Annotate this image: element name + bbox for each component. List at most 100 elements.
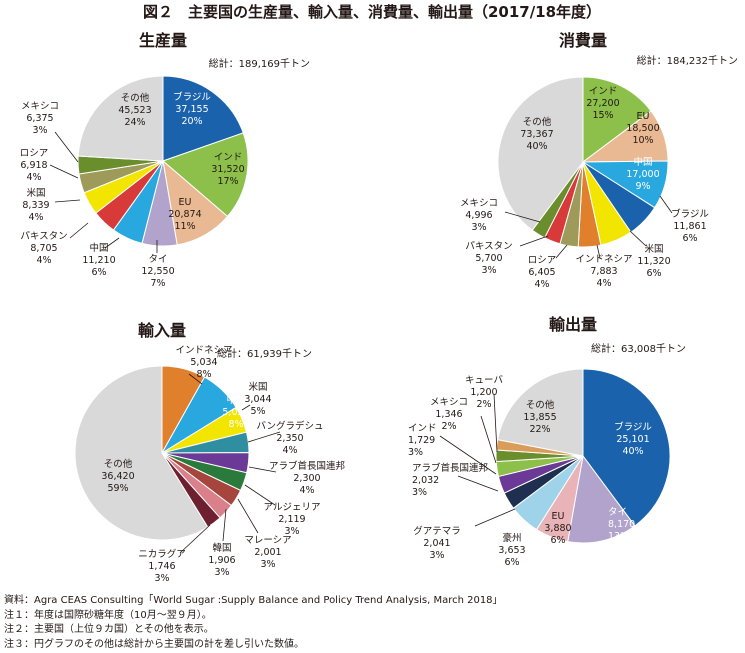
import-title: 輸入量 [138,321,186,340]
export-leader-4 [474,508,516,527]
export-label-3-pct: 6% [504,557,519,568]
export-label-0-pct: 40% [622,446,643,457]
import-label-9-name: その他 [104,458,133,470]
production-label-6-pct: 4% [28,212,43,223]
production-label-0-pct: 20% [181,116,202,127]
export-label-6: インド 1,729 3% [408,423,437,458]
consumption-label-6: ロシア 6,405 4% [528,255,557,290]
consumption-label-8-pct: 3% [471,222,486,233]
import-label-5-pct: 3% [284,526,299,537]
export-leader-7 [480,415,497,464]
consumption-leader-3 [659,195,673,214]
import-label-6-pct: 3% [260,559,275,570]
production-label-7-name: ロシア [20,148,49,159]
production-label-1: インド 31,520 17% [211,152,244,187]
production-leader-5 [69,222,89,239]
export-slice-0 [582,368,671,527]
production-label-4: 中国 11,210 6% [82,242,115,278]
production-total-label: 総計：189,169千トン [209,57,310,70]
export-label-9-pct: 22% [529,424,550,435]
consumption-label-8: メキシコ 4,996 3% [460,198,498,233]
production-label-8-value: 6,375 [26,113,53,124]
import-label-6-value: 2,001 [254,547,281,558]
import-label-3-name: バングラデシュ [257,420,324,432]
import-label-8: ニカラグア 1,746 3% [138,548,186,584]
figure-title: 図２ 主要国の生産量、輸入量、消費量、輸出量（2017/18年度） [143,3,601,21]
import-label-2: 米国 3,044 5% [244,381,271,417]
export-label-5: アラブ首長国連邦 2,032 3% [412,462,489,498]
production-label-7-value: 6,918 [20,160,47,171]
production-title: 生産量 [139,31,187,50]
export-label-0-name: ブラジル [614,421,652,433]
export-label-3: 豪州 3,653 6% [498,532,525,568]
import-leader-3 [247,431,281,443]
import-label-7-value: 1,906 [208,555,235,566]
consumption-label-6-name: ロシア [528,255,557,266]
consumption-label-3-value: 11,861 [673,221,706,232]
import-label-6: マレーシア 2,001 3% [244,535,291,570]
export-total-label: 総計：63,008千トン [591,342,686,355]
import-label-6-name: マレーシア [244,535,291,546]
consumption-label-1-pct: 10% [632,135,653,146]
source-note: 資料：Agra CEAS Consulting「World Sugar :Sup… [4,595,503,606]
import-label-1-pct: 8% [228,419,243,430]
export-label-9-value: 13,855 [523,412,556,423]
import-label-9-value: 36,420 [101,471,134,482]
production-label-6: 米国 8,339 4% [22,187,49,223]
import-label-4-name: アラブ首長国連邦 [269,460,346,472]
import-label-7: 韓国 1,906 3% [208,543,235,578]
import-label-1: 中国 5,020 8% [222,394,249,430]
import-label-5-name: アルジェリア [264,502,321,513]
notes-block: 資料：Agra CEAS Consulting「World Sugar :Sup… [4,594,503,652]
production-label-5-name: パキスタン [20,231,67,242]
consumption-label-2-name: 中国 [633,156,652,168]
import-label-3-value: 2,350 [276,433,303,444]
consumption-label-0-pct: 15% [592,110,613,121]
consumption-leader-8 [504,211,541,223]
import-leader-7 [222,508,227,542]
consumption-label-4-name: 米国 [644,243,663,255]
consumption-label-4: 米国 11,320 6% [637,243,670,279]
consumption-leader-6 [555,244,568,259]
production-label-2-name: EU [179,197,192,208]
consumption-title: 消費量 [559,31,607,50]
consumption-label-4-pct: 6% [646,268,661,279]
export-label-2-name: EU [552,511,565,522]
import-label-7-pct: 3% [214,567,229,578]
production-label-4-pct: 6% [91,267,106,278]
import-label-9-pct: 59% [107,483,128,494]
production-leader-4 [104,237,120,249]
import-label-5: アルジェリア 2,119 3% [264,502,321,537]
consumption-label-1: EU 18,500 10% [626,111,659,146]
production-label-0-value: 37,155 [175,104,208,115]
import-label-2-pct: 5% [250,406,265,417]
export-label-3-value: 3,653 [498,545,525,556]
consumption-label-4-value: 11,320 [637,256,670,267]
consumption-label-9-name: その他 [523,116,552,128]
production-label-8-pct: 3% [32,125,47,136]
production-slice-9 [77,75,164,162]
export-label-7-value: 1,346 [435,409,462,420]
consumption-label-5-name: インドネシア [575,254,632,265]
export-label-2-pct: 6% [550,535,565,546]
production-label-1-value: 31,520 [211,164,244,175]
import-leader-6 [237,498,259,534]
consumption-total-label: 総計：184,232千トン [637,54,738,67]
import-leader-2 [241,404,251,411]
import-label-0-name: インドネシア [175,345,232,356]
import-label-0-value: 5,034 [190,357,217,368]
export-label-8-name: キューバ [465,375,503,386]
export-label-8-pct: 2% [476,399,491,410]
production-leader-7 [49,164,79,179]
consumption-label-6-pct: 4% [534,279,549,290]
export-label-8: キューバ 1,200 2% [465,375,503,410]
import-label-1-name: 中国 [226,394,245,406]
consumption-label-7-name: パキスタン [465,241,512,252]
production-label-5-pct: 4% [36,255,51,266]
consumption-label-5: インドネシア 7,883 4% [575,254,632,289]
consumption-label-2-value: 17,000 [626,169,659,180]
consumption-label-1-name: EU [637,111,650,122]
